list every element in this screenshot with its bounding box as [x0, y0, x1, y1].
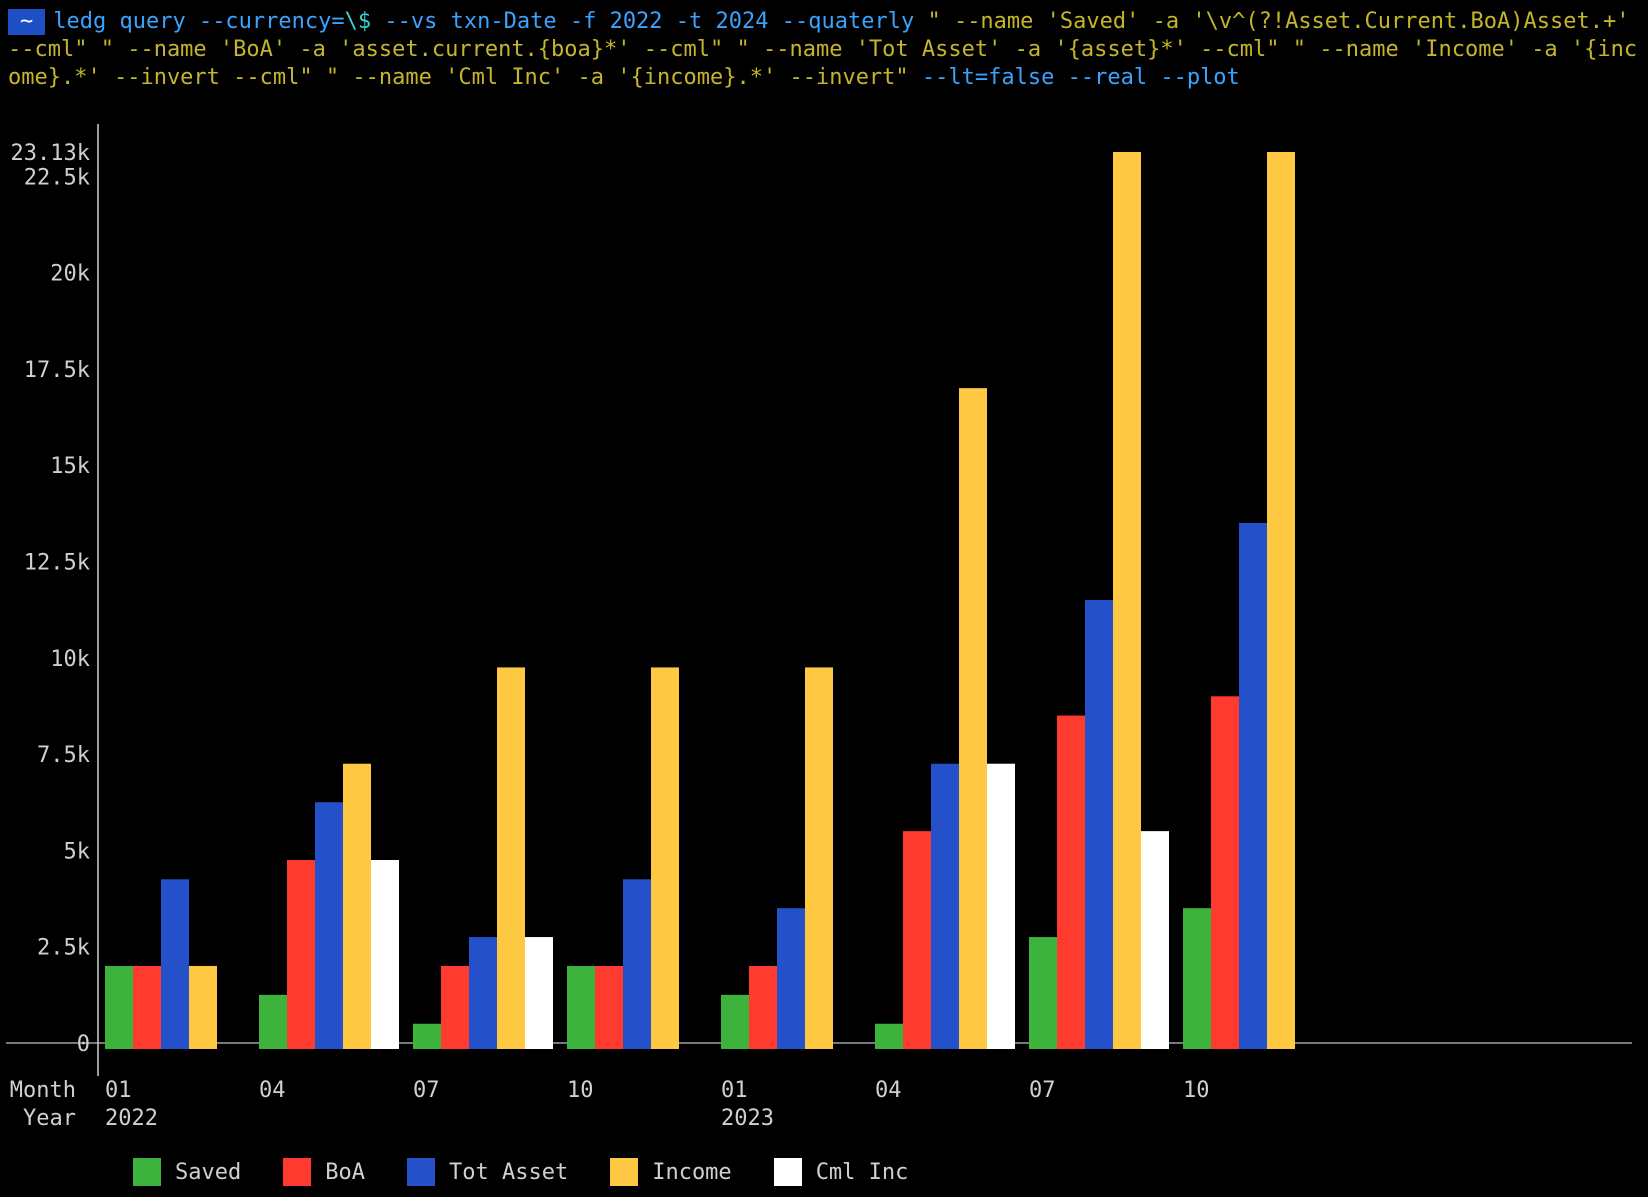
bar-saved — [259, 994, 287, 1049]
bar-income — [1113, 152, 1141, 1049]
bar-income — [189, 965, 217, 1049]
command-token: \$ — [344, 9, 372, 34]
y-tick-label: 10k — [50, 647, 90, 672]
bar-income — [651, 667, 679, 1049]
x-tick-month: 01 — [105, 1078, 132, 1103]
x-tick-month: 04 — [259, 1078, 286, 1103]
bar-income — [497, 667, 525, 1049]
y-tick-label: 5k — [64, 839, 91, 864]
bar-boa — [903, 831, 931, 1049]
bars-layer — [105, 152, 1295, 1049]
bar-saved — [413, 1023, 441, 1049]
legend-swatch — [133, 1158, 161, 1186]
bar-cml-inc — [987, 763, 1015, 1049]
legend-item: Saved — [133, 1158, 241, 1186]
legend-label: Tot Asset — [448, 1159, 569, 1185]
x-tick-year: 2023 — [721, 1106, 774, 1131]
legend-swatch — [773, 1158, 802, 1186]
bar-tot-asset — [1085, 600, 1113, 1049]
y-tick-label: 12.5k — [24, 550, 90, 575]
terminal-command-line: ~ ledg query --currency=\$ --vs txn-Date … — [8, 8, 1640, 92]
legend-swatch — [610, 1158, 639, 1186]
bar-boa — [1057, 715, 1085, 1049]
y-tick-label: 23.13k — [11, 141, 90, 166]
command-token: " --name 'Saved' -a '\v^(?!Asset.Current… — [8, 9, 1643, 90]
x-tick-month: 10 — [567, 1078, 594, 1103]
bar-tot-asset — [161, 879, 189, 1049]
bar-boa — [1211, 696, 1239, 1049]
legend-label: Saved — [175, 1159, 242, 1185]
tick-labels-layer: 0 2.5k 5k 7.5k 10k 12.5k 15k 17.5k 20k 22.5k23.13… — [10, 141, 1210, 1131]
bar-income — [805, 667, 833, 1049]
bar-saved — [1029, 937, 1057, 1049]
bar-tot-asset — [315, 802, 343, 1049]
x-tick-month: 07 — [413, 1078, 440, 1103]
legend-item: Cml Inc — [773, 1158, 909, 1186]
bar-cml-inc — [1141, 831, 1169, 1049]
command-token: --vs txn-Date -f 2022 -t 2024 --quaterly — [371, 9, 928, 34]
prompt-home-icon: ~ — [8, 9, 46, 35]
bar-tot-asset — [469, 937, 497, 1049]
bar-saved — [567, 965, 595, 1049]
bar-boa — [595, 965, 623, 1049]
x-row-label-month: Month — [10, 1078, 76, 1103]
bar-income — [959, 388, 987, 1049]
y-tick-label: 20k — [50, 262, 90, 287]
x-tick-month: 04 — [875, 1078, 902, 1103]
bar-cml-inc — [371, 860, 399, 1049]
command-token: --lt=false --real --plot — [908, 65, 1240, 90]
y-tick-label: 22.5k — [24, 165, 90, 190]
bar-saved — [721, 994, 749, 1049]
legend-label: Income — [652, 1159, 732, 1185]
legend-label: Cml Inc — [815, 1159, 909, 1185]
bar-boa — [133, 965, 161, 1049]
x-tick-month: 07 — [1029, 1078, 1056, 1103]
x-tick-month: 10 — [1183, 1078, 1210, 1103]
bar-saved — [105, 965, 133, 1049]
bar-cml-inc — [525, 937, 553, 1049]
bar-saved — [875, 1023, 903, 1049]
bar-tot-asset — [777, 908, 805, 1049]
bar-boa — [749, 965, 777, 1049]
bar-saved — [1183, 908, 1211, 1049]
legend-item: Income — [610, 1158, 732, 1186]
bar-income — [1267, 152, 1295, 1049]
legend-swatch — [283, 1158, 312, 1186]
y-tick-label: 17.5k — [24, 358, 90, 383]
bar-tot-asset — [623, 879, 651, 1049]
bar-tot-asset — [1239, 522, 1267, 1049]
bar-income — [343, 763, 371, 1049]
chart-legend: Saved BoA Tot Asset Income Cml Inc — [133, 1158, 908, 1186]
bar-boa — [287, 860, 315, 1049]
y-tick-label: 0 — [77, 1032, 90, 1057]
y-tick-label: 7.5k — [37, 743, 90, 768]
x-tick-year: 2022 — [105, 1106, 158, 1131]
bar-tot-asset — [931, 763, 959, 1049]
command-text: ledg query --currency=\$ --vs txn-Date -… — [8, 9, 1643, 90]
bar-boa — [441, 965, 469, 1049]
legend-label: BoA — [325, 1159, 365, 1185]
y-tick-label: 2.5k — [37, 936, 90, 961]
x-tick-month: 01 — [721, 1078, 748, 1103]
legend-item: Tot Asset — [406, 1158, 569, 1186]
legend-swatch — [406, 1158, 435, 1186]
legend-item: BoA — [283, 1158, 365, 1186]
x-row-label-year: Year — [23, 1106, 76, 1131]
command-token: ledg query --currency= — [53, 9, 345, 34]
y-tick-label: 15k — [50, 454, 90, 479]
